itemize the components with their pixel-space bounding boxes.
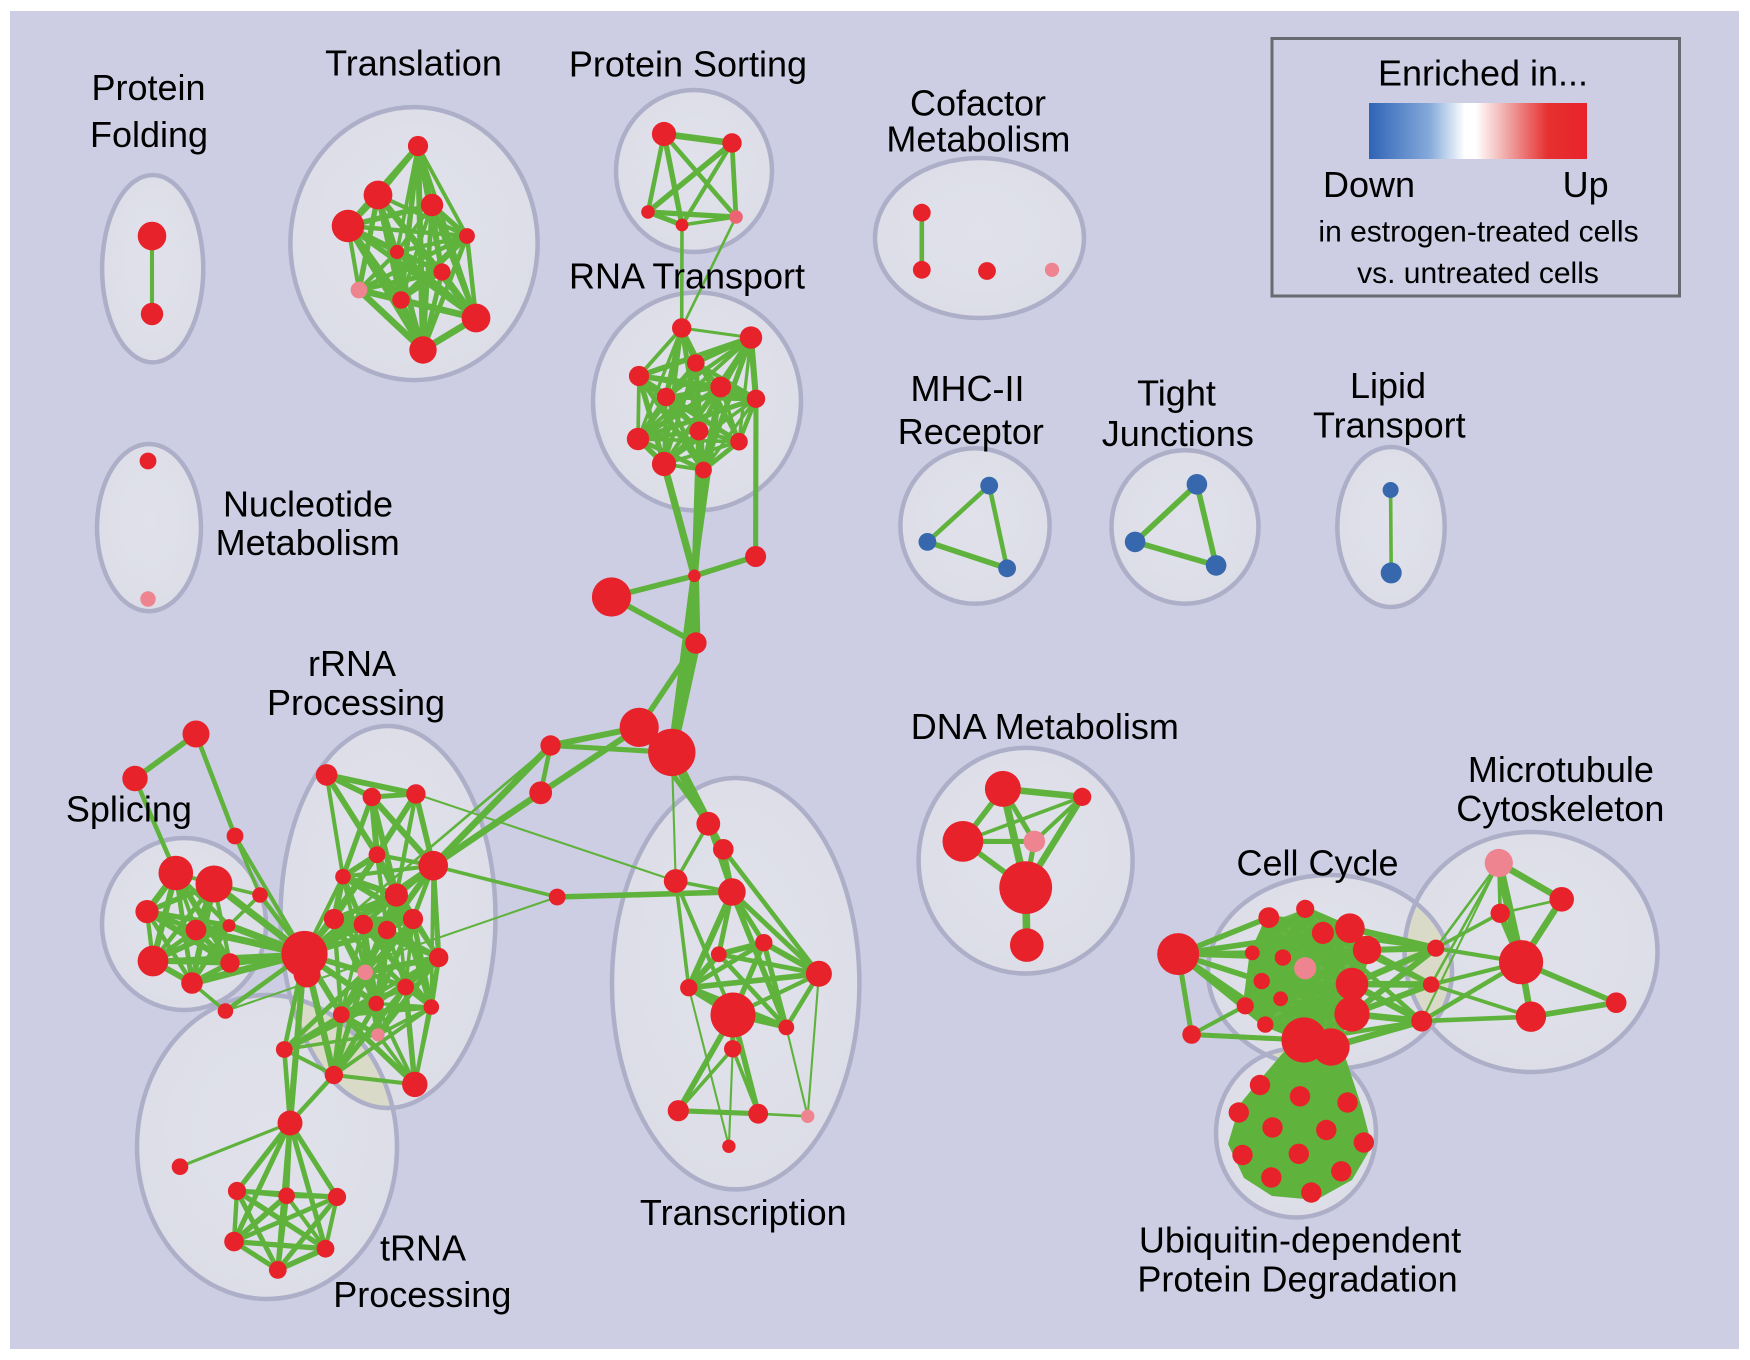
svg-text:Junctions: Junctions [1102, 413, 1254, 454]
svg-text:Transcription: Transcription [640, 1192, 847, 1233]
svg-text:Metabolism: Metabolism [216, 522, 400, 563]
svg-text:Folding: Folding [90, 114, 208, 155]
svg-text:Ubiquitin-dependent: Ubiquitin-dependent [1139, 1220, 1461, 1261]
svg-text:Protein: Protein [91, 67, 205, 108]
svg-text:RNA Transport: RNA Transport [569, 256, 805, 297]
svg-text:Tight: Tight [1137, 372, 1216, 413]
svg-text:Processing: Processing [333, 1274, 511, 1315]
svg-text:Cytoskeleton: Cytoskeleton [1456, 788, 1664, 829]
svg-text:Enriched in...: Enriched in... [1378, 53, 1588, 94]
svg-text:Metabolism: Metabolism [886, 119, 1070, 160]
svg-text:Splicing: Splicing [66, 789, 192, 830]
svg-text:Cofactor: Cofactor [910, 82, 1046, 123]
svg-text:Transport: Transport [1313, 404, 1466, 445]
svg-text:Microtubule: Microtubule [1468, 749, 1654, 790]
svg-text:Down: Down [1323, 164, 1415, 205]
svg-text:Protein Degradation: Protein Degradation [1137, 1258, 1457, 1299]
svg-text:Nucleotide: Nucleotide [223, 484, 393, 525]
svg-text:rRNA: rRNA [308, 643, 396, 684]
svg-text:tRNA: tRNA [380, 1228, 466, 1269]
svg-text:vs. untreated cells: vs. untreated cells [1357, 257, 1599, 290]
svg-text:Lipid: Lipid [1350, 365, 1426, 406]
svg-text:DNA Metabolism: DNA Metabolism [911, 706, 1179, 747]
svg-text:Protein Sorting: Protein Sorting [569, 43, 807, 84]
svg-text:MHC-II: MHC-II [911, 368, 1025, 409]
svg-text:in estrogen-treated cells: in estrogen-treated cells [1318, 215, 1638, 248]
svg-text:Receptor: Receptor [898, 411, 1044, 452]
svg-text:Translation: Translation [325, 42, 502, 83]
svg-text:Processing: Processing [267, 682, 445, 723]
svg-text:Cell Cycle: Cell Cycle [1236, 842, 1398, 883]
svg-text:Up: Up [1563, 164, 1609, 205]
